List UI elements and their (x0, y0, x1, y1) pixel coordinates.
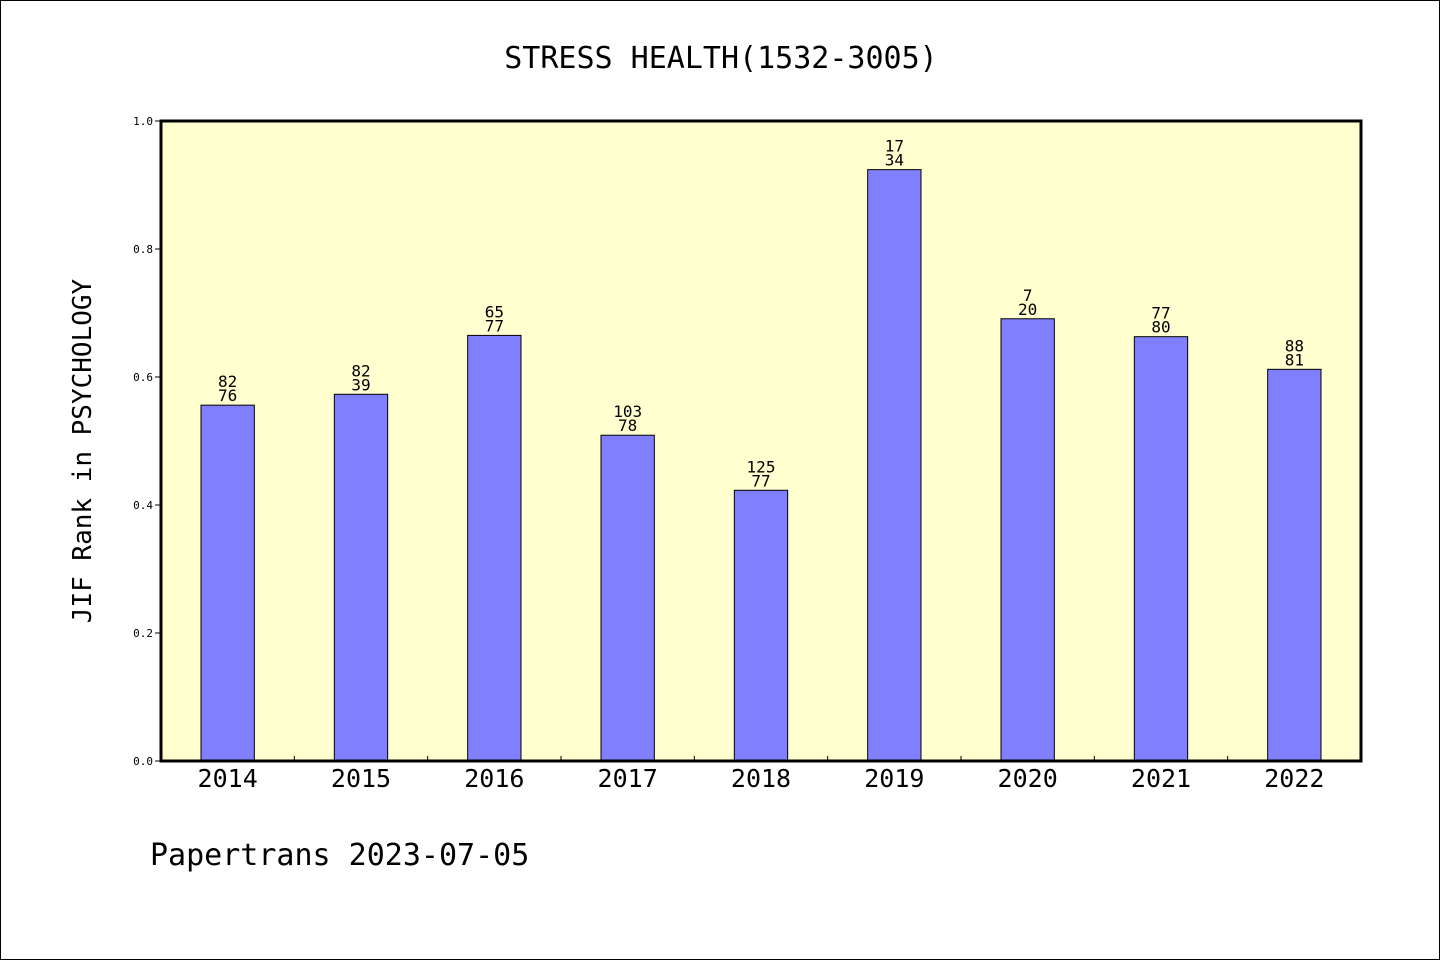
bar-label-2014-2: 76 (218, 386, 237, 405)
bar-2015 (333, 393, 389, 762)
bar-2016 (467, 334, 522, 762)
bar-label-2017-1: 103 (613, 402, 642, 421)
bar-label-2019-1: 17 (885, 137, 904, 156)
bar-label-2020-2: 20 (1018, 300, 1037, 319)
bar-label-2015-1: 82 (351, 361, 370, 380)
bar-2021 (1133, 336, 1189, 762)
y-tick-label-0.8: 0.8 (133, 243, 153, 256)
bar-label-2018-2: 77 (751, 471, 770, 490)
x-tick-label-2015: 2015 (331, 764, 391, 793)
footer-text: Papertrans 2023-07-05 (150, 838, 529, 873)
y-tick-label-0.2: 0.2 (133, 627, 153, 640)
x-tick-label-2021: 2021 (1131, 764, 1191, 793)
bar-label-2020-1: 7 (1023, 286, 1033, 305)
y-tick-label-0.6: 0.6 (133, 371, 153, 384)
x-tick-label-2018: 2018 (731, 764, 791, 793)
y-tick-label-0.4: 0.4 (133, 499, 153, 512)
bar-2017 (600, 434, 655, 762)
bar-label-2022-1: 88 (1285, 336, 1304, 355)
x-tick-label-2017: 2017 (598, 764, 658, 793)
y-tick-label-1.0: 1.0 (133, 115, 153, 128)
bar-label-2021-2: 80 (1151, 318, 1170, 337)
bar-label-2017-2: 78 (618, 416, 637, 435)
y-axis-ticks: 0.0 0.2 0.4 0.6 0.8 1.0 (133, 115, 161, 768)
bar-label-2018-1: 125 (747, 457, 776, 476)
bar-2022 (1267, 368, 1322, 762)
bar-label-2022-2: 81 (1285, 350, 1304, 369)
x-tick-label-2016: 2016 (464, 764, 524, 793)
x-tick-label-2014: 2014 (198, 764, 258, 793)
bar-label-2014-1: 82 (218, 372, 237, 391)
bar-label-2016-2: 77 (485, 316, 504, 335)
bar-label-2019-2: 34 (885, 151, 904, 170)
x-tick-label-2022: 2022 (1264, 764, 1324, 793)
x-tick-label-2020: 2020 (998, 764, 1058, 793)
bar-2018 (733, 489, 789, 762)
x-tick-label-2019: 2019 (864, 764, 924, 793)
y-tick-label-0.0: 0.0 (133, 755, 153, 768)
bar-2020 (1000, 318, 1055, 762)
bar-label-2021-1: 77 (1151, 304, 1170, 323)
bar-2019 (867, 169, 922, 762)
bar-label-2015-2: 39 (351, 375, 370, 394)
plot-frame (159, 119, 1363, 763)
bars (200, 169, 1322, 762)
x-axis-ticks: 2014 2015 2016 2017 2018 2019 2020 2021 2022 (198, 756, 1324, 793)
chart-title: STRESS HEALTH(1532-3005) (504, 41, 937, 76)
y-axis-label: JIF Rank in PSYCHOLOGY (68, 278, 98, 623)
bar-2014 (200, 404, 255, 762)
bar-label-2016-1: 65 (485, 302, 504, 321)
